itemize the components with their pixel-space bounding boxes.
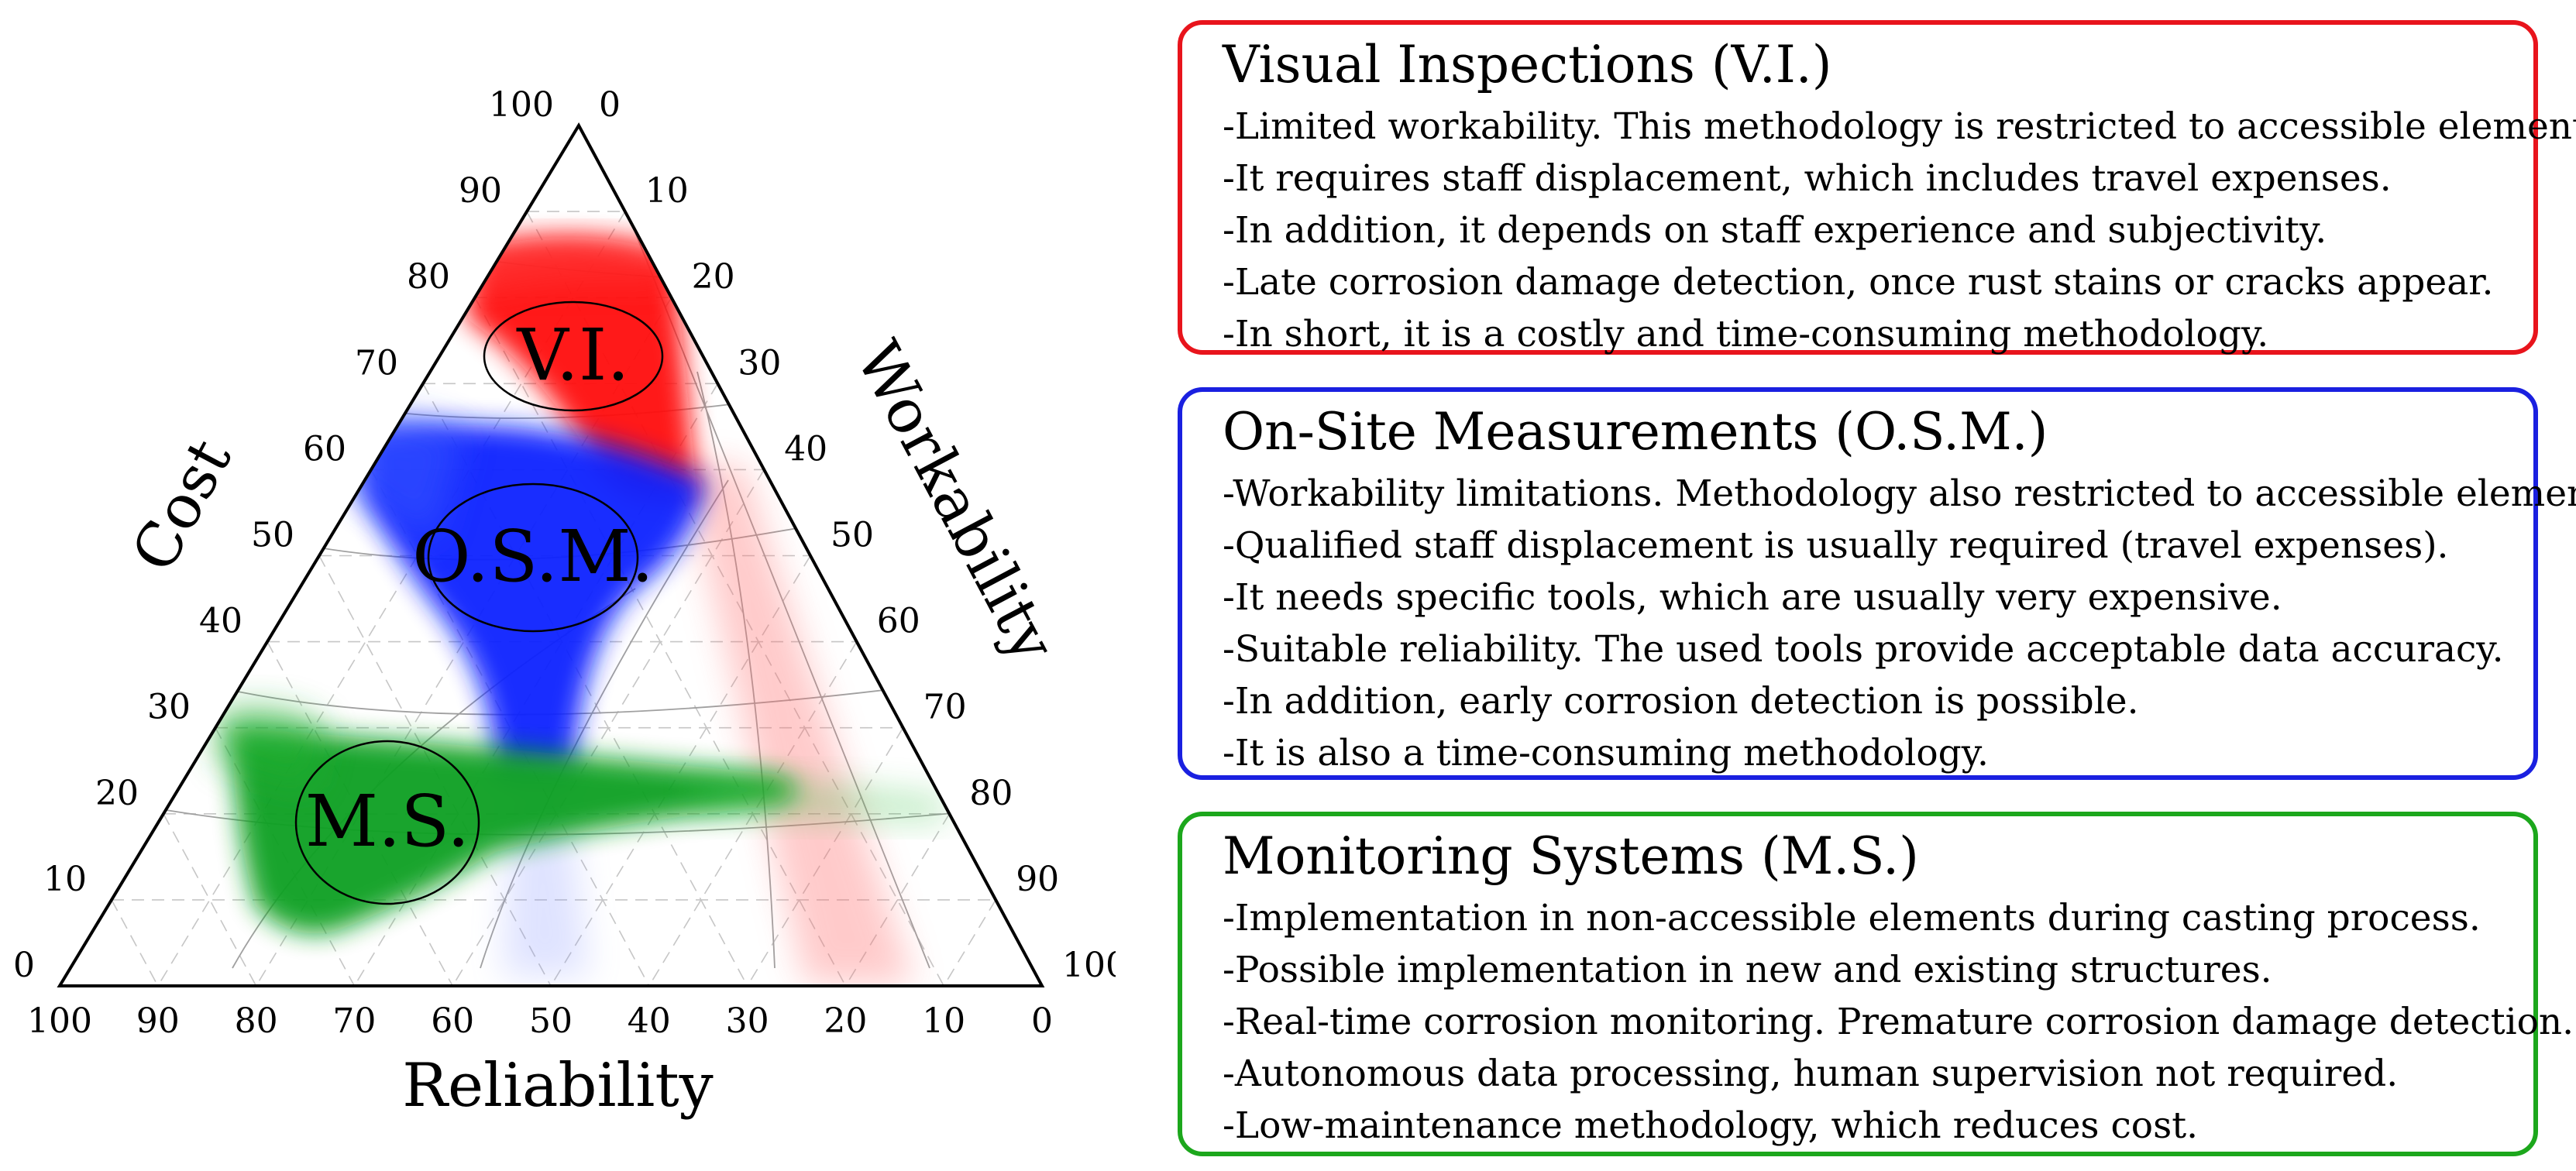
ms-panel-item: -Autonomous data processing, human super… — [1223, 1053, 2399, 1095]
workability-tick-label: 60 — [877, 602, 920, 641]
cost-tick-label: 90 — [459, 171, 502, 211]
workability-axis-title: Workability — [842, 331, 1068, 673]
reliability-tick-label: 70 — [332, 1001, 376, 1041]
reliability-tick-label: 20 — [824, 1001, 867, 1041]
osm-panel-item: -Qualified staff displacement is usually… — [1223, 524, 2449, 567]
osm-panel-list: -Workability limitations. Methodology al… — [1223, 468, 2576, 779]
vi-panel-list: -Limited workability. This methodology i… — [1223, 101, 2576, 360]
ms-panel-item: -Low-maintenance methodology, which redu… — [1223, 1104, 2199, 1147]
workability-tick-label: 20 — [692, 257, 735, 297]
region-ms-haze — [217, 707, 325, 790]
reliability-tick-label: 80 — [235, 1001, 278, 1041]
region-vi-tail — [465, 240, 666, 294]
grid-line — [267, 641, 453, 987]
workability-tick-label: 100 — [1062, 946, 1116, 985]
ms-panel-item: -Implementation in non-accessible elemen… — [1223, 897, 2481, 939]
workability-tick-label: 0 — [599, 85, 621, 125]
workability-tick-label: 70 — [923, 688, 967, 727]
ternary-outline — [57, 122, 1045, 987]
osm-panel-item: -Suitable reliability. The used tools pr… — [1223, 628, 2504, 671]
grid-line — [163, 813, 257, 987]
cost-tick-label: 10 — [43, 860, 87, 899]
workability-tick-label: 50 — [831, 516, 874, 555]
grid-line — [943, 899, 996, 987]
ms-panel-title: Monitoring Systems (M.S.) — [1223, 826, 1919, 886]
region-ms-label: M.S. — [305, 780, 469, 863]
reliability-tick-label: 10 — [922, 1001, 965, 1041]
reliability-axis-title: Reliability — [402, 1051, 713, 1121]
reliability-tick-labels: 100 90 80 70 60 50 40 30 20 10 0 — [27, 1001, 1053, 1041]
osm-panel-item: -Workability limitations. Methodology al… — [1223, 472, 2576, 515]
ms-panel-list: -Implementation in non-accessible elemen… — [1223, 892, 2574, 1152]
grid-line — [422, 383, 748, 987]
cost-tick-label: 50 — [251, 516, 294, 555]
reliability-tick-label: 0 — [1031, 1001, 1053, 1041]
cost-tick-label: 100 — [489, 85, 554, 125]
vi-panel-item: -Late corrosion damage detection, once r… — [1223, 261, 2494, 304]
cost-tick-label: 70 — [355, 343, 398, 383]
region-vi-label: V.I. — [516, 314, 629, 397]
vi-panel-item: -In addition, it depends on staff experi… — [1223, 209, 2327, 252]
reliability-tick-label: 90 — [136, 1001, 180, 1041]
vi-panel-item: -Limited workability. This methodology i… — [1223, 105, 2576, 148]
ms-panel: Monitoring Systems (M.S.) -Implementatio… — [1178, 812, 2574, 1156]
cost-tick-label: 20 — [95, 774, 139, 813]
ms-panel-item: -Real-time corrosion monitoring. Prematu… — [1223, 1001, 2574, 1043]
osm-panel: On-Site Measurements (O.S.M.) -Workabili… — [1178, 387, 2576, 780]
cost-tick-label: 0 — [13, 946, 35, 985]
cost-tick-label: 60 — [303, 429, 346, 469]
region-vi-shape — [465, 238, 914, 984]
reliability-tick-label: 50 — [529, 1001, 573, 1041]
reliability-tick-label: 40 — [628, 1001, 671, 1041]
cost-tick-label: 40 — [199, 602, 242, 641]
osm-panel-item: -In addition, early corrosion detection … — [1223, 680, 2139, 723]
ternary-diagram: V.I. O.S.M. M.S. 1009080706050403020100 … — [13, 85, 1116, 1121]
osm-panel-item: -It is also a time-consuming methodology… — [1223, 732, 1989, 774]
reliability-tick-label: 60 — [431, 1001, 474, 1041]
region-vi-ellipse — [483, 300, 664, 412]
cost-axis-title: Cost — [119, 428, 246, 582]
region-vi-band — [682, 465, 914, 984]
osm-panel-title: On-Site Measurements (O.S.M.) — [1223, 402, 2048, 462]
grid-line — [111, 899, 159, 987]
workability-tick-label: 10 — [645, 171, 689, 211]
vi-panel-title: Visual Inspections (V.I.) — [1223, 35, 1832, 94]
workability-tick-label: 90 — [1016, 860, 1059, 899]
workability-tick-label: 30 — [738, 343, 781, 383]
region-ms-streak — [697, 774, 945, 821]
osm-panel-item: -It needs specific tools, which are usua… — [1223, 576, 2282, 619]
workability-tick-label: 80 — [969, 774, 1013, 813]
region-osm-label: O.S.M. — [412, 515, 654, 598]
ms-panel-item: -Possible implementation in new and exis… — [1223, 949, 2272, 991]
vi-panel: Visual Inspections (V.I.) -Limited worka… — [1178, 20, 2576, 355]
reliability-tick-label: 100 — [27, 1001, 92, 1041]
workability-tick-labels: 0 10 20 30 40 50 60 70 80 90 100 — [599, 85, 1116, 985]
cost-tick-label: 80 — [407, 257, 450, 297]
region-osm-ellipse — [427, 482, 639, 633]
region-ms-blob — [232, 728, 798, 934]
region-ms-shape — [217, 707, 945, 934]
workability-tick-label: 40 — [784, 429, 827, 469]
vi-panel-item: -It requires staff displacement, which i… — [1223, 157, 2392, 200]
cost-tick-label: 30 — [147, 688, 191, 727]
vi-panel-item: -In short, it is a costly and time-consu… — [1223, 313, 2269, 355]
region-vi-blob — [465, 238, 697, 500]
region-ms-ellipse — [294, 740, 480, 905]
reliability-tick-label: 30 — [726, 1001, 769, 1041]
